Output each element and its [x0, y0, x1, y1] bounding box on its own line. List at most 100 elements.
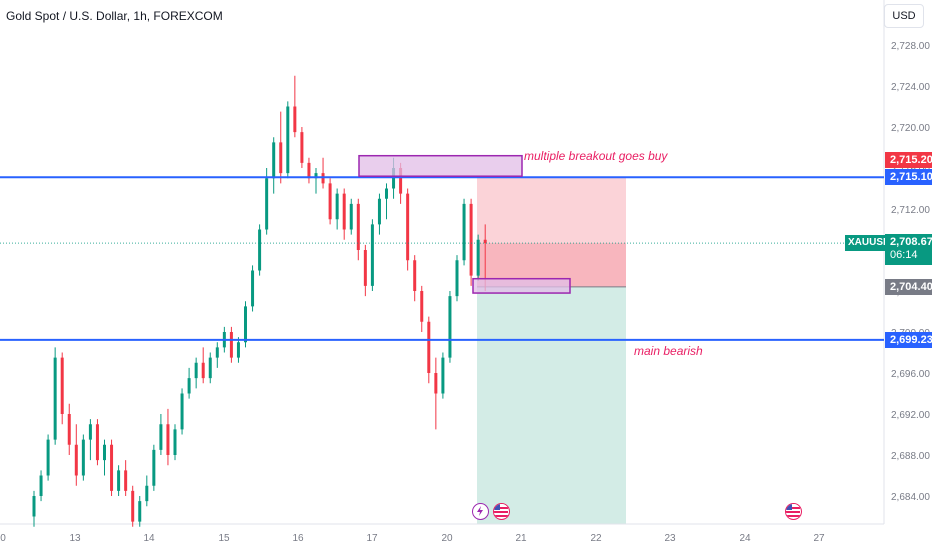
candle-body [81, 439, 85, 476]
candle-body [483, 239, 487, 244]
bearish-annotation[interactable]: main bearish [634, 344, 703, 358]
x-tick-label: 21 [515, 533, 527, 544]
candle-body [462, 203, 466, 261]
candle-body [377, 198, 381, 225]
x-axis: 0 13 14 15 16 17 20 21 22 23 24 27 [0, 533, 825, 544]
candle-body [427, 321, 431, 373]
candle-body [335, 193, 339, 220]
candle-body [420, 291, 424, 322]
x-tick-label: 22 [590, 533, 602, 544]
candle-body [208, 357, 212, 379]
candle-body [441, 357, 445, 394]
candle-body [74, 444, 78, 476]
candle-body [328, 183, 332, 220]
us-flag-icon[interactable] [493, 503, 510, 520]
candle-body [300, 132, 304, 163]
y-tick-label: 2,692.00 [891, 410, 930, 421]
candle-body [321, 173, 325, 184]
candle-body [131, 490, 135, 522]
candle-body [469, 203, 473, 276]
candle-body [448, 296, 452, 358]
candle-body [307, 162, 311, 179]
x-tick-label: 20 [441, 533, 453, 544]
candle-body [370, 224, 374, 286]
x-tick-label: 13 [69, 533, 81, 544]
candle-body [356, 203, 360, 250]
lines-layer [0, 154, 884, 341]
x-tick-label: 27 [813, 533, 825, 544]
candle-body [46, 439, 50, 476]
candle-body [180, 393, 184, 430]
x-tick-label: 0 [0, 533, 6, 544]
symbol-tag: XAUUSD [845, 235, 890, 251]
candle-body [215, 347, 219, 358]
candle-body [251, 270, 255, 307]
candle-body [265, 178, 269, 230]
price-tag-blue-bottom[interactable]: 2,699.23 [885, 332, 932, 348]
candle-body [342, 193, 346, 230]
price-tag-red: 2,715.20 [885, 152, 932, 168]
candle-body [117, 470, 121, 491]
us-flag-icon[interactable] [785, 503, 802, 520]
y-tick-label: 2,728.00 [891, 41, 930, 52]
candles-layer [32, 75, 487, 527]
candle-body [53, 357, 57, 440]
current-price-tag: 2,708.67 06:14 [885, 234, 932, 265]
candle-body [32, 496, 36, 517]
current-price: 2,708.67 [890, 236, 932, 248]
candle-body [88, 424, 92, 440]
y-tick-label: 2,724.00 [891, 82, 930, 93]
candle-body [201, 362, 205, 379]
candle-body [279, 142, 283, 174]
y-tick-label: 2,688.00 [891, 451, 930, 462]
x-tick-label: 17 [366, 533, 378, 544]
price-tag-blue-top[interactable]: 2,715.10 [885, 169, 932, 185]
candle-body [385, 188, 388, 199]
candle-body [124, 470, 128, 491]
candle-body [455, 260, 459, 297]
candle-body [236, 342, 240, 358]
grid-layer [0, 0, 885, 525]
candle-body [476, 239, 480, 276]
candle-body [349, 203, 353, 230]
buy-annotation[interactable]: multiple breakout goes buy [524, 149, 668, 163]
candle-body [314, 173, 318, 179]
x-tick-label: 23 [664, 533, 676, 544]
lightning-icon[interactable] [472, 503, 489, 520]
take-profit-zone [477, 286, 626, 524]
zone-rectangle [358, 154, 523, 177]
candle-body [95, 424, 99, 461]
candle-body [110, 444, 114, 491]
candle-body [138, 501, 142, 522]
y-tick-label: 2,684.00 [891, 492, 930, 503]
y-tick-label: 2,720.00 [891, 123, 930, 134]
y-tick-label: 2,712.00 [891, 205, 930, 216]
chart-title: Gold Spot / U.S. Dollar, 1h, FOREXCOM [6, 9, 223, 23]
candle-body [363, 250, 367, 286]
candle-body [229, 332, 233, 358]
candle-body [258, 229, 262, 271]
candle-body [434, 373, 438, 394]
x-tick-label: 14 [143, 533, 155, 544]
candle-body [392, 168, 396, 189]
candle-body [145, 485, 149, 502]
candle-body [39, 475, 43, 496]
candle-body [244, 306, 247, 343]
candle-body [413, 260, 417, 291]
candle-body [166, 424, 170, 455]
x-tick-label: 15 [218, 533, 230, 544]
candle-body [103, 444, 106, 461]
price-tag-entry: 2,704.40 [885, 279, 932, 295]
candle-body [67, 414, 71, 445]
y-tick-label: 2,696.00 [891, 369, 930, 380]
currency-button[interactable]: USD [884, 4, 924, 28]
candle-body [406, 193, 410, 261]
candle-body [293, 106, 297, 133]
candle-body [152, 449, 156, 486]
candle-body [173, 429, 177, 455]
x-tick-label: 16 [292, 533, 304, 544]
candle-body [60, 357, 64, 414]
candle-body [159, 424, 163, 450]
